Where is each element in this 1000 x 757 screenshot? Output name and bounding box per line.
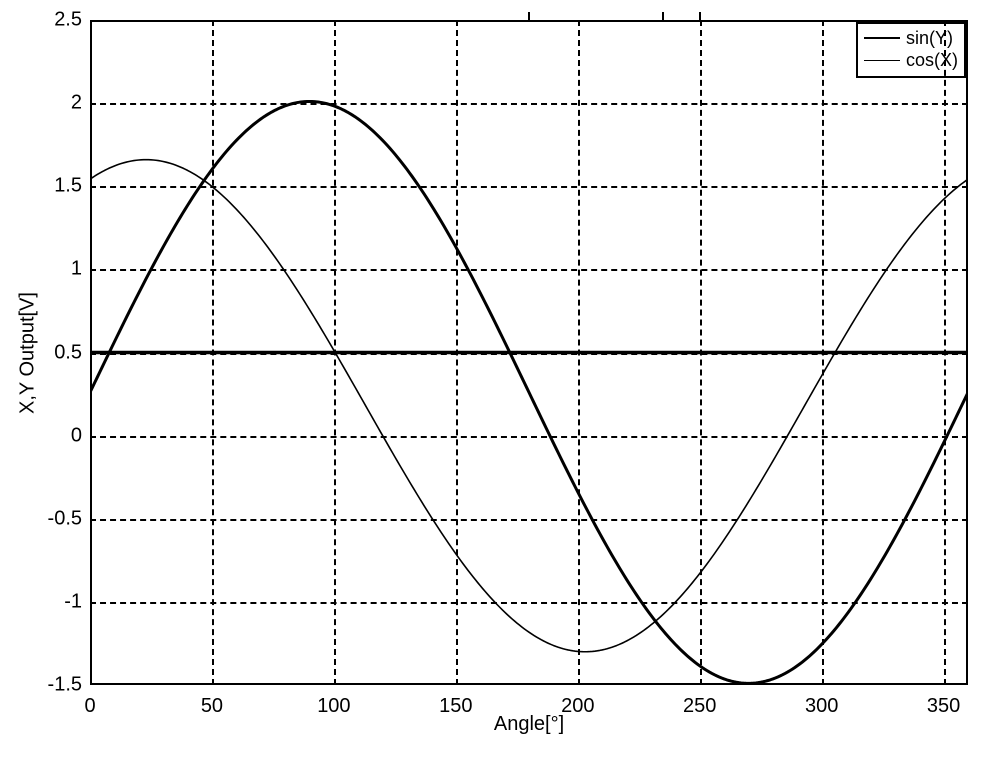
stray-top-tick [699,12,701,20]
series-cosX [90,160,968,652]
stray-top-tick [662,12,664,20]
series-layer [0,0,1000,757]
figure-canvas: X,Y Output[V] Angle[°] sin(Y) cos(X) 050… [0,0,1000,757]
series-sinY [90,101,968,683]
stray-top-tick [528,12,530,20]
